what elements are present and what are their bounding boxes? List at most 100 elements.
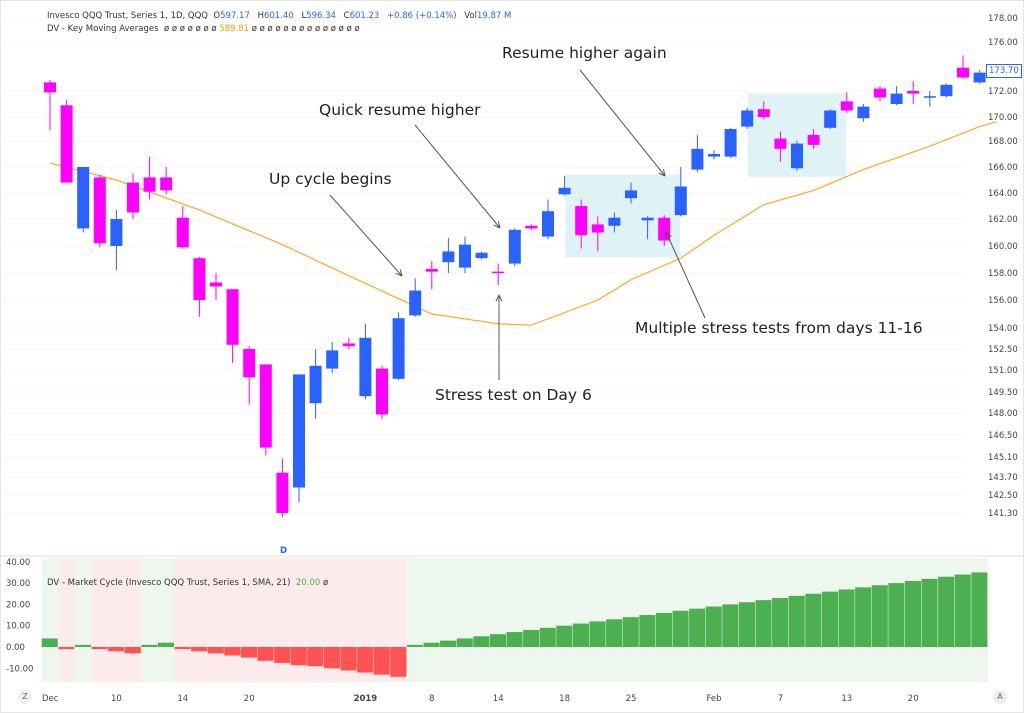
arrow-head-icon [399,269,403,277]
cycle-background [556,558,573,682]
price-axis-label: 154.00 [988,324,1018,334]
cycle-background [572,558,590,682]
annotation-stress-test-day-6: Stress test on Day 6 [435,386,592,404]
time-axis-label: 8 [429,694,434,704]
histogram-bar-positive [821,591,838,647]
histogram-bar-positive [755,600,772,647]
indicator-title[interactable]: DV - Market Cycle (Invesco QQQ Trust, Se… [47,578,291,588]
histogram-bar-positive [41,638,58,647]
candle-down [176,217,189,248]
histogram-bar-negative [373,647,390,675]
ma-empty-values: ø ø ø ø ø ø ø ø ø ø ø ø ø ø [251,24,360,34]
candle-down [60,105,73,183]
histogram-bar-negative [108,647,125,652]
last-price-tag: 173.70 [986,64,1022,78]
candle-up [824,110,837,128]
change-value: +0.86 (+0.14%) [387,11,457,21]
candle-up [791,143,803,169]
candle-down [127,182,139,213]
histogram-bar-positive [655,612,672,647]
price-axis-label: 148.00 [988,409,1018,419]
scale-z-button[interactable]: Z [18,690,32,704]
cycle-background [240,558,258,682]
candle-up [309,365,322,404]
candle-down [376,368,388,415]
ma-title[interactable]: DV - Key Moving Averages [47,24,159,34]
cycle-background [58,558,75,682]
histogram-bar-positive [523,629,540,647]
candle-up [973,72,986,83]
candle-up [392,318,405,379]
price-axis-label: 172.00 [988,87,1018,97]
time-axis-label: Feb [706,694,721,704]
time-axis-label: 18 [559,694,570,704]
price-axis-label: 170.00 [988,113,1018,123]
indicator-axis-label: 20.00 [6,600,30,610]
candle-up [409,290,422,316]
histogram-bar-negative [257,647,274,661]
candle-up [691,148,704,170]
volume-label: Vol [464,11,477,21]
candle-up [674,186,687,216]
histogram-bar-negative [224,647,241,656]
histogram-bar-positive [722,604,739,647]
histogram-bar-positive [904,580,921,647]
histogram-bar-positive [954,574,971,647]
histogram-bar-positive [506,632,523,647]
day-marker[interactable]: D [280,546,288,556]
histogram-bar-positive [639,615,656,647]
low-value: 596.34 [306,11,336,21]
arrow-head-icon [665,231,672,237]
histogram-bar-negative [274,647,291,663]
price-axis-label: 160.00 [988,242,1018,252]
histogram-bar-positive [606,619,623,647]
cycle-background [440,558,457,682]
candle-down [874,88,886,98]
candle-down [591,224,604,233]
arrow-head-icon [495,294,500,302]
cycle-background [456,558,474,682]
candle-up [890,93,903,104]
histogram-bar-negative [307,647,324,667]
arrow-head-icon [493,224,501,229]
cycle-background [157,558,175,682]
indicator-axis-label: -10.00 [6,664,33,674]
time-axis-label: 14 [493,694,504,704]
indicator-axis-label: 30.00 [6,579,30,589]
histogram-bar-positive [938,576,955,647]
annotation-resume-higher-again: Resume higher again [502,44,667,62]
histogram-bar-positive [556,625,573,647]
time-axis-label: 20 [244,694,255,704]
annotation-quick-resume-higher: Quick resume higher [319,101,481,119]
histogram-bar-positive [888,583,905,647]
histogram-bar-negative [290,647,307,666]
annotation-arrow [329,194,403,277]
candle-down [143,177,156,192]
cycle-background [124,558,142,682]
candle-up [724,129,737,157]
cycle-background [473,558,490,682]
price-axis-label: 152.50 [988,345,1018,355]
histogram-bar-positive [572,623,589,647]
histogram-bar-positive [489,634,506,647]
symbol-title[interactable]: Invesco QQQ Trust, Series 1, 1D, QQQ [47,11,209,21]
candle-down [757,109,770,117]
candle-up [558,187,571,195]
histogram-bar-negative [207,647,224,654]
candle-up [77,167,90,229]
price-axis-label: 141.30 [988,509,1018,519]
cycle-background [74,558,92,682]
cycle-background [406,558,424,682]
candle-down [907,91,920,94]
price-axis-label: 178.00 [988,14,1018,24]
cycle-background [91,558,109,682]
auto-scale-button[interactable]: A [993,690,1007,704]
cycle-background [539,558,557,682]
candle-up [641,217,654,221]
time-axis-label: 20 [908,694,919,704]
candle-down [575,206,588,236]
time-axis-label: 13 [841,694,852,704]
histogram-bar-positive [689,608,706,647]
price-axis-label: 145.10 [988,453,1018,463]
